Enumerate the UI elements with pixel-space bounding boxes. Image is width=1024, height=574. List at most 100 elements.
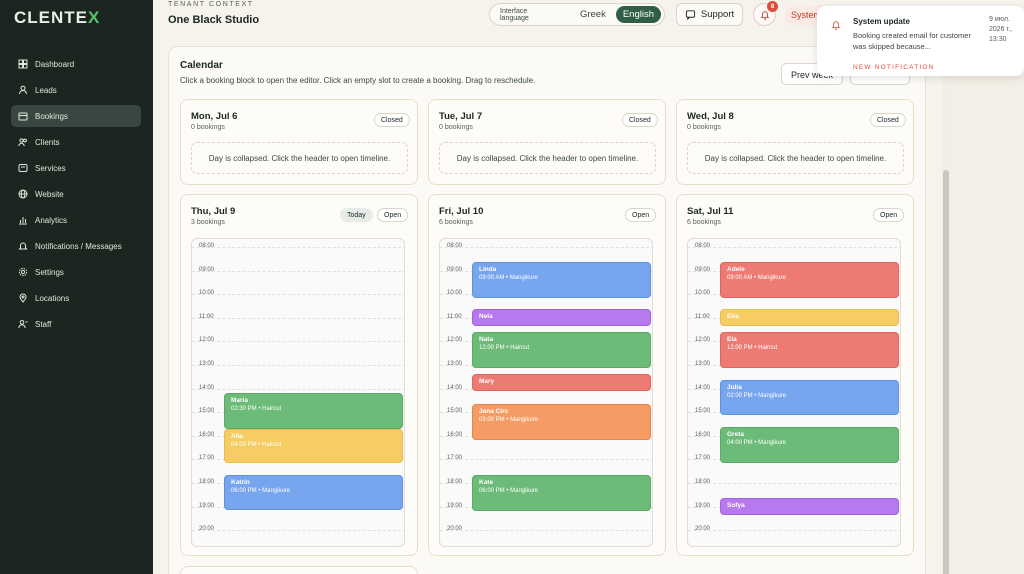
sidebar-item-locations[interactable]: Locations	[11, 287, 141, 309]
staff-icon	[18, 319, 28, 329]
hour-label: 09:00	[695, 266, 711, 273]
hour-label: 20:00	[695, 526, 711, 533]
bell-icon	[760, 10, 769, 20]
booking-client-name: Mary	[479, 378, 495, 385]
sidebar-item-label: Staff	[35, 319, 52, 329]
booking-block[interactable]: Adele 09:00 AM • Mangikure	[720, 262, 899, 298]
day-timeline[interactable]: 08:00 09:00 10:00 11:00 12:00 13:00 14:00 15:00…	[439, 238, 653, 547]
booking-block[interactable]: Ela 12:00 PM • Haircut	[720, 332, 899, 368]
hour-label: 11:00	[199, 313, 214, 320]
hour-label: 13:00	[199, 361, 215, 367]
collapsed-day-message[interactable]: Day is collapsed. Click the header to op…	[687, 142, 904, 174]
support-label: Support	[700, 9, 735, 20]
hour-label: 16:00	[199, 431, 215, 438]
hour-label: 12:00	[199, 337, 215, 344]
booking-block[interactable]: Nela	[472, 309, 651, 326]
next-day-card[interactable]	[180, 566, 418, 574]
notifications-button[interactable]: 8	[753, 1, 778, 26]
toast-body: Booking created email for customer was s…	[853, 31, 971, 51]
hour-label: 09:00	[199, 266, 215, 273]
booking-block[interactable]: Kate 06:00 PM • Mangikure	[472, 475, 651, 511]
booking-block[interactable]: Mary	[472, 374, 651, 391]
hour-label: 15:00	[447, 408, 463, 415]
hour-gridline	[192, 294, 404, 296]
hour-gridline	[192, 270, 404, 272]
toast-date: 9 июл. 2026 г., 13:30	[989, 16, 1013, 43]
sidebar-item-label: Locations	[35, 293, 70, 303]
booking-block[interactable]: Ella	[720, 309, 899, 326]
day-card[interactable]: Fri, Jul 10 6 bookings Open 08:00 09:00 10:00…	[428, 194, 666, 556]
sidebar-item-settings[interactable]: Settings	[11, 261, 141, 283]
lang-option-english[interactable]: English	[615, 6, 661, 23]
scrollbar-thumb[interactable]	[943, 170, 949, 574]
booking-client-name: Alla	[231, 433, 243, 440]
booking-block[interactable]: Greta 04:00 PM • Mangikure	[720, 427, 899, 463]
app-logo[interactable]: CLENTEX	[14, 8, 100, 28]
hour-label: 14:00	[447, 384, 463, 391]
day-booking-count: 3 bookings	[191, 219, 225, 226]
hour-label: 10:00	[199, 290, 215, 297]
day-status-badge: Open	[873, 208, 905, 222]
booking-block[interactable]: Alla 04:00 PM • Haircut	[224, 429, 403, 463]
hour-label: 15:00	[199, 408, 215, 415]
hour-label: 09:00	[447, 266, 463, 273]
day-card[interactable]: Tue, Jul 7 0 bookings Closed Day is collaps…	[428, 99, 666, 185]
hour-label: 18:00	[199, 479, 215, 485]
day-card[interactable]: Sat, Jul 11 6 bookings Open 08:00 09:00 10:00…	[676, 194, 914, 556]
day-card[interactable]: Thu, Jul 9 3 bookings Open Today 08:00 09:00 1…	[180, 194, 418, 556]
bell-icon	[831, 21, 841, 30]
sidebar-item-services[interactable]: Services	[11, 157, 141, 179]
booking-time-service: 06:00 PM • Mangikure	[479, 488, 539, 494]
booking-block[interactable]: Julia 02:00 PM • Mangikure	[720, 380, 899, 415]
day-title[interactable]: Tue, Jul 7	[439, 111, 483, 122]
booking-client-name: Ella	[727, 313, 739, 320]
sidebar-item-dashboard[interactable]: Dashboard	[11, 53, 141, 75]
users-icon	[18, 137, 28, 147]
sidebar-item-clients[interactable]: Clients	[11, 131, 141, 153]
sidebar-item-analytics[interactable]: Analytics	[11, 209, 141, 231]
hour-gridline	[192, 341, 404, 343]
day-booking-count: 6 bookings	[439, 219, 473, 226]
day-timeline[interactable]: 08:00 09:00 10:00 11:00 12:00 13:00 14:00 15:00…	[191, 238, 405, 547]
hour-label: 17:00	[199, 455, 215, 462]
booking-time-service: 09:00 AM • Mangikure	[479, 275, 538, 281]
hour-gridline	[688, 530, 900, 532]
page-scrollbar[interactable]	[942, 38, 951, 574]
support-button[interactable]: Support	[676, 3, 743, 26]
booking-client-name: Julia	[727, 384, 742, 391]
day-card[interactable]: Wed, Jul 8 0 bookings Closed Day is collaps…	[676, 99, 914, 185]
sidebar-item-notifications-messages[interactable]: Notifications / Messages	[11, 235, 141, 257]
day-title[interactable]: Mon, Jul 6	[191, 111, 238, 122]
sidebar-item-website[interactable]: Website	[11, 183, 141, 205]
day-title[interactable]: Sat, Jul 11	[687, 206, 734, 217]
booking-time-service: 06:00 PM • Mangikure	[231, 488, 291, 494]
booking-block[interactable]: Maria 02:30 PM • Haircut	[224, 393, 403, 429]
booking-block[interactable]: Linda 09:00 AM • Mangikure	[472, 262, 651, 298]
sidebar-item-label: Website	[35, 189, 64, 199]
day-timeline[interactable]: 08:00 09:00 10:00 11:00 12:00 13:00 14:00 15:00…	[687, 238, 901, 547]
collapsed-day-message[interactable]: Day is collapsed. Click the header to op…	[439, 142, 656, 174]
booking-block[interactable]: Katrin 06:00 PM • Mangikure	[224, 475, 403, 510]
day-card[interactable]: Mon, Jul 6 0 bookings Closed Day is collaps…	[180, 99, 418, 185]
hour-gridline	[440, 459, 652, 461]
sidebar-item-leads[interactable]: Leads	[11, 79, 141, 101]
booking-block[interactable]: Jana Circ 03:00 PM • Mangikure	[472, 404, 651, 440]
hour-gridline	[440, 247, 652, 248]
lang-option-greek[interactable]: Greek	[579, 9, 606, 20]
booking-time-service: 03:00 PM • Mangikure	[479, 417, 539, 423]
day-title[interactable]: Fri, Jul 10	[439, 206, 484, 217]
notification-toast[interactable]: System update Booking created email for …	[817, 6, 1024, 76]
booking-time-service: 04:00 PM • Mangikure	[727, 440, 787, 446]
day-title[interactable]: Wed, Jul 8	[687, 111, 734, 122]
booking-block[interactable]: Sofya	[720, 498, 899, 515]
today-badge: Today	[340, 208, 373, 222]
booking-block[interactable]: Nata 12:00 PM • Haircut	[472, 332, 651, 368]
collapsed-day-message[interactable]: Day is collapsed. Click the header to op…	[191, 142, 408, 174]
sidebar-item-bookings[interactable]: Bookings	[11, 105, 141, 127]
day-title[interactable]: Thu, Jul 9	[191, 206, 236, 217]
sidebar-item-staff[interactable]: Staff	[11, 313, 141, 335]
user-icon	[18, 85, 28, 95]
booking-client-name: Katrin	[231, 479, 250, 486]
hour-label: 20:00	[447, 526, 463, 533]
day-booking-count: 0 bookings	[191, 124, 225, 131]
